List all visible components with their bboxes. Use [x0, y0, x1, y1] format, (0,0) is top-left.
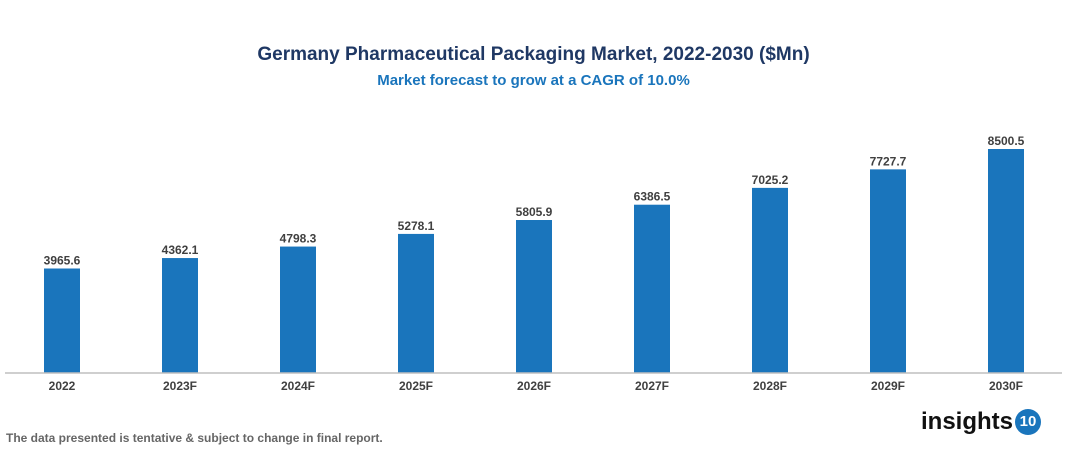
- chart-subtitle: Market forecast to grow at a CAGR of 10.…: [377, 72, 690, 89]
- bar-2029F: [870, 169, 906, 373]
- x-tick-label: 2028F: [753, 379, 787, 393]
- bar-2025F: [398, 233, 434, 373]
- data-label: 7025.2: [752, 173, 789, 187]
- x-tick-label: 2027F: [635, 379, 669, 393]
- logo-text: insights: [921, 408, 1014, 435]
- data-label: 4362.1: [162, 243, 199, 257]
- x-tick-label: 2022: [49, 379, 76, 393]
- insights10-logo: insights 10: [921, 408, 1042, 436]
- bar-2023F: [162, 258, 198, 373]
- bar-2030F: [988, 149, 1024, 373]
- bar-2024F: [280, 246, 316, 373]
- x-tick-label: 2024F: [281, 379, 315, 393]
- data-label: 8500.5: [988, 134, 1025, 148]
- data-label: 7727.7: [870, 154, 907, 168]
- x-tick-label: 2026F: [517, 379, 551, 393]
- data-label: 4798.3: [280, 232, 317, 246]
- bar-2028F: [752, 187, 788, 373]
- bar-chart: 3965.6 2022 4362.1 2023F 4798.3 2024F 5278.1 20…: [5, 134, 1062, 393]
- x-tick-label: 2023F: [163, 379, 197, 393]
- x-tick-label: 2030F: [989, 379, 1023, 393]
- data-label: 3965.6: [44, 254, 81, 268]
- bar-2022: [44, 268, 80, 373]
- x-tick-label: 2025F: [399, 379, 433, 393]
- data-label: 5805.9: [516, 205, 553, 219]
- x-tick-label: 2029F: [871, 379, 905, 393]
- data-label: 6386.5: [634, 190, 671, 204]
- chart-title: Germany Pharmaceutical Packaging Market,…: [257, 44, 810, 65]
- bar-2027F: [634, 204, 670, 373]
- disclaimer-note: The data presented is tentative & subjec…: [6, 431, 383, 445]
- logo-badge: 10: [1015, 409, 1042, 435]
- data-label: 5278.1: [398, 219, 435, 233]
- bar-2026F: [516, 220, 552, 373]
